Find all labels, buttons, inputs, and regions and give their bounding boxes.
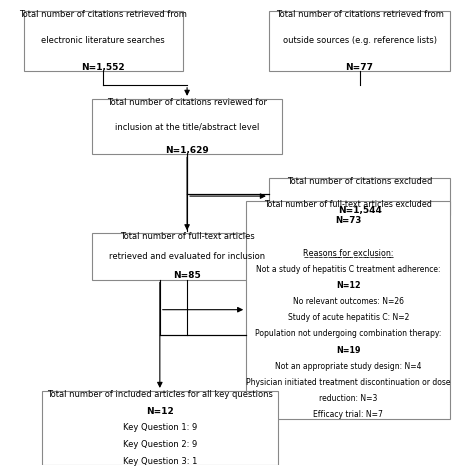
FancyBboxPatch shape [24, 11, 182, 71]
Text: R̲e̲a̲s̲o̲n̲s̲ ̲f̲o̲r̲ ̲e̲x̲c̲l̲u̲s̲i̲o̲n̲:̲: R̲e̲a̲s̲o̲n̲s̲ ̲f̲o̲r̲ ̲e̲x̲c̲l̲u̲s̲i̲o̲… [303, 249, 393, 257]
Text: inclusion at the title/abstract level: inclusion at the title/abstract level [115, 122, 259, 131]
Text: Not an appropriate study design: N=4: Not an appropriate study design: N=4 [275, 362, 421, 371]
FancyBboxPatch shape [246, 201, 450, 419]
Text: reduction: N=3: reduction: N=3 [319, 394, 377, 403]
FancyBboxPatch shape [92, 233, 283, 279]
Text: N=73: N=73 [335, 216, 362, 225]
Text: Not a study of hepatitis C treatment adherence:: Not a study of hepatitis C treatment adh… [256, 265, 440, 274]
Text: retrieved and evaluated for inclusion: retrieved and evaluated for inclusion [109, 252, 265, 261]
Text: N=19: N=19 [336, 346, 361, 355]
Text: Total number of citations retrieved from: Total number of citations retrieved from [19, 10, 187, 19]
FancyBboxPatch shape [92, 99, 283, 154]
Text: outside sources (e.g. reference lists): outside sources (e.g. reference lists) [283, 37, 437, 45]
Text: N=1,629: N=1,629 [165, 146, 209, 155]
Text: Study of acute hepatitis C: N=2: Study of acute hepatitis C: N=2 [288, 313, 409, 322]
FancyBboxPatch shape [42, 391, 278, 465]
Text: N=1,552: N=1,552 [81, 63, 125, 72]
FancyBboxPatch shape [269, 11, 450, 71]
Text: Key Question 3: 1: Key Question 3: 1 [123, 457, 197, 466]
Text: N=77: N=77 [346, 63, 374, 72]
Text: electronic literature searches: electronic literature searches [41, 37, 165, 45]
Text: Population not undergoing combination therapy:: Population not undergoing combination th… [255, 329, 441, 338]
Text: Total number of citations excluded: Total number of citations excluded [287, 177, 432, 186]
Text: Key Question 2: 9: Key Question 2: 9 [123, 440, 197, 449]
Text: Key Question 1: 9: Key Question 1: 9 [123, 424, 197, 432]
Text: N=85: N=85 [173, 271, 201, 280]
FancyBboxPatch shape [269, 177, 450, 215]
Text: N=12: N=12 [146, 407, 173, 416]
Text: N=12: N=12 [336, 281, 361, 290]
Text: Total number of full-text articles: Total number of full-text articles [120, 233, 255, 241]
Text: N=1,544: N=1,544 [337, 206, 382, 215]
Text: Total number of full-text articles excluded: Total number of full-text articles exclu… [264, 200, 432, 209]
Text: No relevant outcomes: N=26: No relevant outcomes: N=26 [293, 297, 404, 306]
Text: Total number of included articles for all key questions: Total number of included articles for al… [47, 390, 273, 399]
Text: Physician initiated treatment discontinuation or dose: Physician initiated treatment discontinu… [246, 378, 450, 387]
Text: Efficacy trial: N=7: Efficacy trial: N=7 [313, 410, 383, 419]
Text: Total number of citations retrieved from: Total number of citations retrieved from [276, 10, 444, 19]
Text: Total number of citations reviewed for: Total number of citations reviewed for [107, 98, 267, 107]
